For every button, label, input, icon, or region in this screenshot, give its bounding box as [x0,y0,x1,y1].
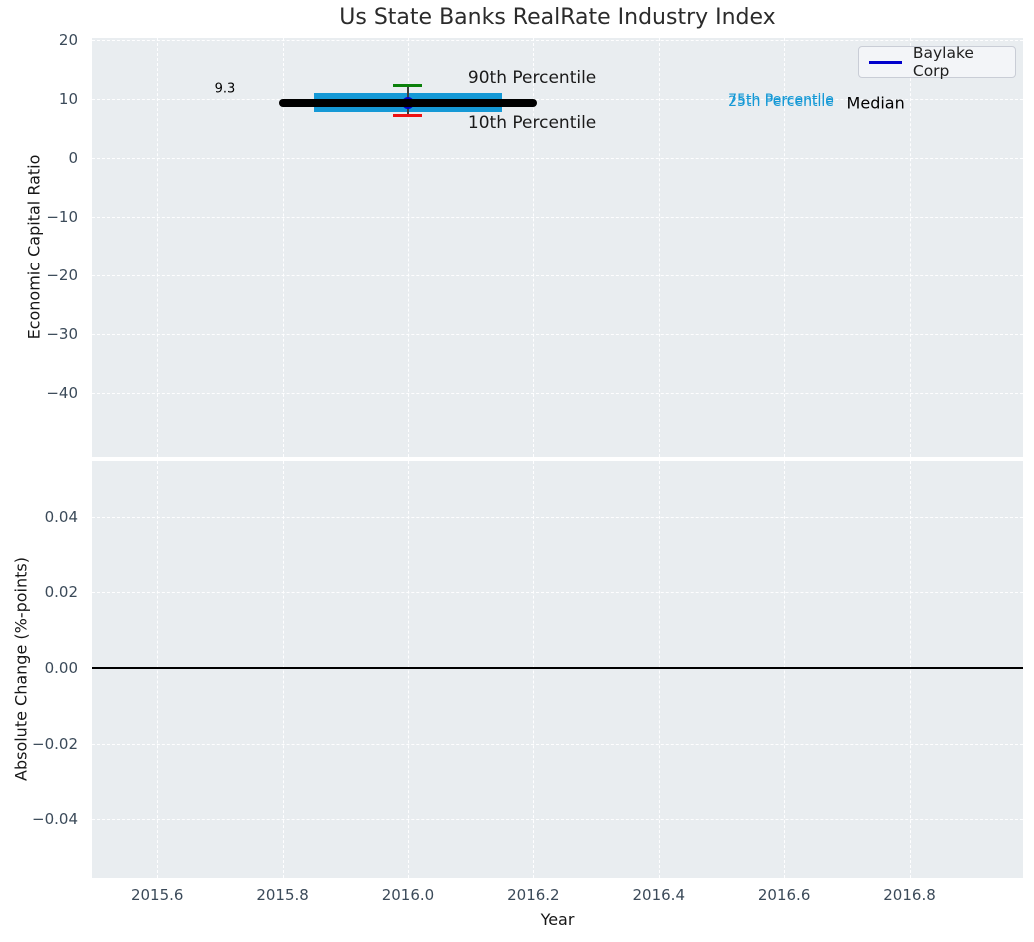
y-tick-label: −40 [46,383,78,402]
x-gridline [909,38,911,457]
x-gridline [658,461,660,878]
x-axis-label: Year [540,910,575,929]
x-gridline [784,461,786,878]
x-tick-label: 2016.0 [381,886,435,904]
y-gridline [92,275,1023,277]
x-gridline [658,38,660,457]
y-gridline [92,216,1023,218]
y-tick-label: 0 [68,148,78,167]
annotation-10th-percentile: 10th Percentile [467,113,597,134]
x-tick-label: 2016.4 [632,886,686,904]
y-tick-label: 0.04 [44,507,78,526]
x-gridline [784,38,786,457]
top-y-axis-label: Economic Capital Ratio [24,154,44,340]
x-gridline [282,38,284,457]
x-gridline [407,38,409,457]
x-tick-label: 2015.6 [130,886,184,904]
y-tick-label: −20 [46,266,78,285]
x-tick-label: 2015.8 [256,886,309,904]
90th-percentile-cap [393,83,423,88]
y-gridline [92,157,1023,159]
top-plot: 9.3 90th Percentile 10th Percentile 75th Pe… [92,38,1023,457]
x-gridline [157,461,159,878]
zero-line [92,666,1023,669]
chart-title: Us State Banks RealRate Industry Index [339,5,776,30]
annotation-90th-percentile: 90th Percentile [467,67,597,88]
x-tick-label: 2016.6 [757,886,811,904]
y-tick-label: 10 [58,90,78,109]
annotation-75th-percentile: 75th Percentile [728,92,834,109]
y-tick-label: −0.02 [32,734,78,753]
legend[interactable]: Baylake Corp [858,44,1016,80]
y-tick-label: −10 [46,207,78,226]
y-tick-label: 20 [58,31,78,50]
x-gridline [909,461,911,878]
annotation-median: Median [846,93,905,113]
y-gridline [92,516,1023,518]
annotation-9.3: 9.3 [214,81,236,97]
x-tick-label: 2016.2 [507,886,560,904]
y-gridline [92,392,1023,394]
y-gridline [92,334,1023,336]
y-gridline [92,592,1023,594]
10th-percentile-cap [393,113,423,118]
y-tick-label: 0.00 [44,658,78,677]
x-gridline [157,38,159,457]
x-gridline [533,38,535,457]
y-tick-label: −30 [46,325,78,344]
y-gridline [92,743,1023,745]
x-gridline [282,461,284,878]
x-gridline [407,461,409,878]
median-line [278,99,538,108]
x-gridline [533,461,535,878]
x-tick-label: 2016.8 [883,886,936,904]
annotation-25th-percentile: 25th Percentile [728,94,834,111]
y-gridline [92,40,1023,42]
bottom-plot [92,461,1023,878]
y-tick-label: 0.02 [44,583,78,602]
legend-line-sample [869,60,902,64]
y-gridline [92,99,1023,101]
legend-label: Baylake Corp [912,44,974,80]
y-gridline [92,819,1023,821]
y-tick-label: −0.04 [32,810,78,829]
